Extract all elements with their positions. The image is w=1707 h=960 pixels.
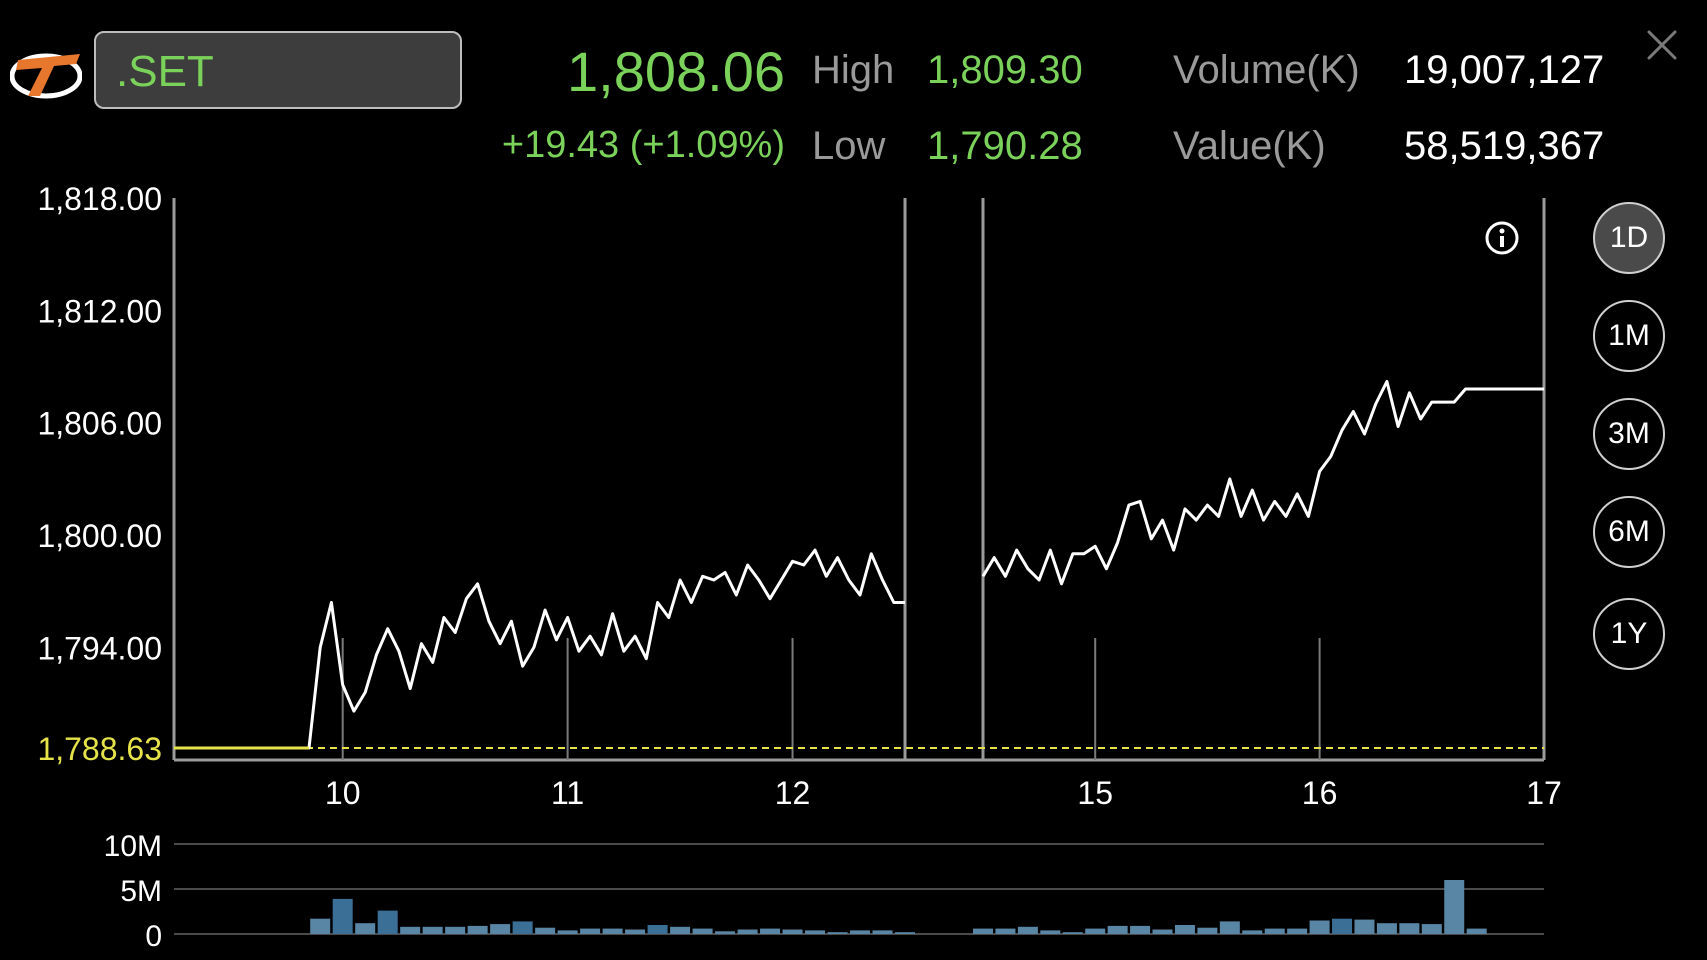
volume-bar bbox=[535, 927, 556, 934]
volume-bar bbox=[670, 926, 691, 934]
x-tick-label: 17 bbox=[1526, 775, 1562, 811]
period-1m-button[interactable]: 1M bbox=[1593, 300, 1665, 372]
volume-bar bbox=[1444, 880, 1465, 934]
volume-bar bbox=[580, 928, 601, 934]
volume-y-tick-label: 0 bbox=[145, 920, 162, 953]
volume-bar bbox=[1376, 923, 1397, 934]
volume-bar bbox=[1040, 930, 1061, 934]
volume-y-tick-label: 10M bbox=[104, 830, 162, 863]
period-label: 3M bbox=[1608, 417, 1650, 450]
volume-bar bbox=[377, 910, 398, 934]
volume-bar bbox=[1399, 923, 1420, 934]
volume-bar bbox=[1174, 925, 1195, 934]
x-tick-label: 16 bbox=[1302, 775, 1338, 811]
period-label: 1M bbox=[1608, 319, 1650, 352]
volume-bar bbox=[400, 926, 421, 934]
volume-bar bbox=[973, 928, 993, 934]
period-6m-button[interactable]: 6M bbox=[1593, 496, 1665, 568]
volume-bar bbox=[1242, 930, 1263, 934]
value-label: Value(K) bbox=[1173, 124, 1326, 168]
high-label: High bbox=[812, 48, 895, 92]
symbol-search-box[interactable]: .SET bbox=[94, 31, 462, 109]
volume-bar bbox=[1017, 926, 1038, 934]
close-icon[interactable] bbox=[1645, 28, 1679, 62]
volume-label: Volume(K) bbox=[1173, 48, 1360, 92]
x-tick-label: 12 bbox=[775, 775, 811, 811]
volume-bar bbox=[602, 928, 623, 934]
volume-bar bbox=[1219, 921, 1240, 934]
volume-bar bbox=[805, 930, 826, 934]
x-tick-label: 15 bbox=[1077, 775, 1113, 811]
volume-bar bbox=[1062, 932, 1083, 934]
period-3m-button[interactable]: 3M bbox=[1593, 398, 1665, 470]
price-series-line bbox=[981, 380, 1544, 586]
volume-bar bbox=[625, 929, 646, 934]
y-tick-label: 1,812.00 bbox=[37, 293, 162, 329]
volume-bar bbox=[1197, 927, 1218, 934]
volume-bar bbox=[895, 932, 915, 934]
volume-bar bbox=[1309, 920, 1330, 934]
volume-bar bbox=[310, 918, 331, 934]
volume-bar bbox=[1421, 924, 1442, 934]
volume-bar bbox=[1354, 919, 1375, 934]
period-1d-button[interactable]: 1D bbox=[1593, 202, 1665, 274]
volume-bar bbox=[355, 923, 376, 934]
high-value: 1,809.30 bbox=[927, 48, 1083, 92]
volume-value: 19,007,127 bbox=[1404, 48, 1605, 92]
volume-bar bbox=[1130, 925, 1151, 934]
last-price: 1,808.06 bbox=[567, 40, 785, 103]
volume-bar bbox=[760, 928, 781, 934]
volume-bar bbox=[782, 929, 803, 934]
volume-bar bbox=[1264, 928, 1285, 934]
period-label: 1Y bbox=[1610, 617, 1648, 650]
y-tick-label: 1,800.00 bbox=[37, 518, 162, 554]
y-tick-label: 1,806.00 bbox=[37, 406, 162, 442]
volume-bar bbox=[827, 932, 848, 934]
period-label: 1D bbox=[1609, 221, 1649, 254]
volume-bar bbox=[1287, 928, 1308, 934]
low-label: Low bbox=[812, 124, 886, 168]
y-tick-label: 1,818.00 bbox=[37, 181, 162, 217]
volume-bar bbox=[445, 926, 466, 934]
x-tick-label: 10 bbox=[325, 775, 361, 811]
volume-bar bbox=[737, 929, 758, 934]
volume-bar bbox=[995, 928, 1016, 934]
info-icon[interactable] bbox=[1484, 220, 1520, 256]
price-series-line bbox=[174, 548, 905, 750]
price-change: +19.43 (+1.09%) bbox=[501, 124, 785, 166]
volume-bar bbox=[1152, 929, 1173, 934]
period-label: 6M bbox=[1608, 515, 1650, 548]
volume-bar bbox=[850, 930, 871, 934]
volume-bar bbox=[872, 930, 893, 934]
volume-bar bbox=[1085, 928, 1106, 934]
volume-bar bbox=[715, 931, 736, 934]
volume-bar bbox=[557, 930, 578, 934]
volume-bar bbox=[647, 925, 668, 934]
y-tick-label: 1,794.00 bbox=[37, 630, 162, 666]
volume-bar bbox=[332, 898, 353, 934]
prev-close-label: 1,788.63 bbox=[37, 731, 162, 767]
symbol-value: .SET bbox=[116, 47, 214, 96]
volume-y-tick-label: 5M bbox=[120, 875, 162, 908]
low-value: 1,790.28 bbox=[927, 124, 1083, 168]
app-logo bbox=[10, 53, 82, 99]
volume-bar bbox=[1107, 925, 1128, 934]
volume-bar bbox=[467, 925, 488, 934]
volume-bar bbox=[1466, 928, 1487, 934]
period-1y-button[interactable]: 1Y bbox=[1593, 598, 1665, 670]
volume-bar bbox=[512, 921, 533, 934]
volume-bar bbox=[422, 926, 443, 934]
value-value: 58,519,367 bbox=[1404, 124, 1605, 168]
volume-bar bbox=[692, 928, 713, 934]
volume-bar bbox=[490, 924, 511, 934]
x-tick-label: 11 bbox=[551, 775, 584, 811]
volume-bar bbox=[1332, 918, 1353, 934]
